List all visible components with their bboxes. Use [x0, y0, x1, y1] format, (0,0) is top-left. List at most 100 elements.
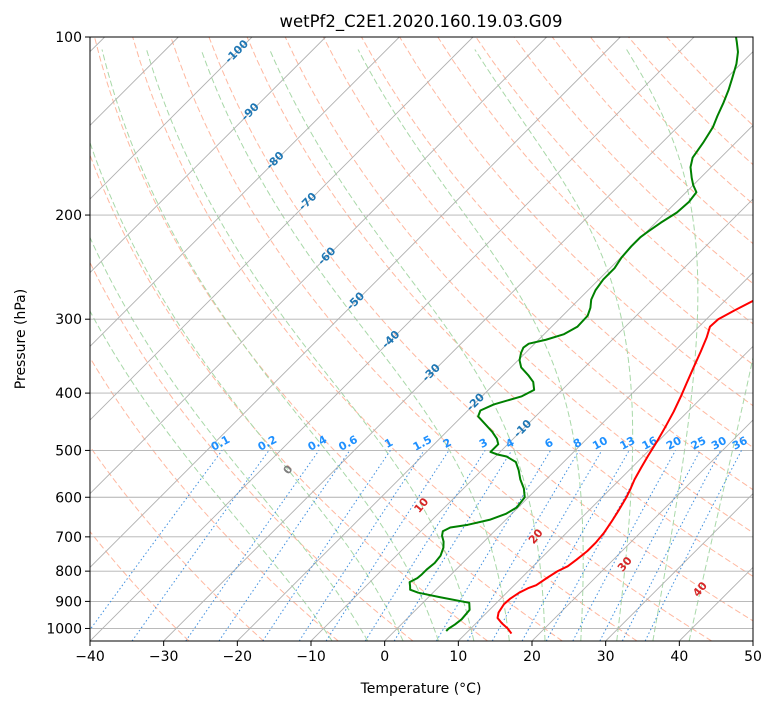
dry-adiabat-label: -80	[263, 149, 286, 172]
x-tick-label: 0	[380, 649, 389, 665]
mixing-ratio-label: 30	[709, 434, 729, 453]
mixing-ratio-line	[325, 450, 450, 641]
y-tick-label: 900	[55, 594, 82, 610]
mixing-ratio-label: 36	[730, 434, 750, 453]
x-tick-label: −10	[296, 649, 326, 665]
dry-adiabat-label: -20	[464, 390, 487, 413]
isotherm-line	[679, 566, 753, 641]
y-tick-label: 600	[55, 490, 82, 506]
isotherm-line	[163, 51, 753, 641]
dewpoint-profile-line	[408, 37, 739, 632]
y-tick-label: 200	[55, 208, 82, 224]
mixing-ratio-line	[218, 450, 351, 641]
mixing-ratio-line	[131, 450, 270, 641]
isotherm-line	[531, 419, 753, 641]
mixing-ratio-line	[572, 450, 676, 641]
dry-adiabat-line	[361, 37, 753, 449]
background-lines	[90, 37, 753, 641]
plot-frame	[89, 36, 754, 642]
dry-adiabat-line	[284, 37, 753, 534]
mixing-ratio-line	[298, 450, 425, 641]
x-tick-label: 10	[449, 649, 467, 665]
y-tick-label: 100	[55, 30, 82, 46]
isotherm-line	[605, 493, 753, 641]
moist-adiabat-label: 0	[281, 463, 296, 477]
isotherm-line	[752, 640, 753, 641]
dry-adiabat-line	[90, 530, 190, 641]
dry-adiabat-line	[437, 37, 753, 366]
dry-adiabat-line	[132, 37, 638, 641]
mixing-ratio-line	[393, 450, 513, 641]
dry-adiabat-line	[170, 37, 713, 641]
isotherm-line	[237, 124, 753, 641]
moist-adiabat-line	[200, 49, 510, 641]
moist-adiabat-line	[90, 141, 404, 641]
dry-adiabat-label: -60	[315, 244, 338, 267]
y-axis-label: Pressure (hPa)	[13, 289, 29, 389]
dry-adiabat-label: -50	[344, 289, 367, 312]
dry-adiabat-line	[90, 445, 264, 641]
dry-adiabat-label: -70	[296, 190, 319, 213]
dry-adiabat-line	[475, 37, 753, 325]
dry-adiabat-line	[94, 37, 563, 641]
dry-adiabat-label: -100	[222, 37, 251, 66]
isotherm-line	[90, 37, 400, 347]
isotherm-line	[90, 37, 326, 274]
moist-adiabat-line	[101, 49, 439, 641]
y-axis: 100 200 300 400 500 600 700 800 900 1000	[46, 30, 90, 637]
moist-adiabat-line	[90, 236, 369, 641]
dry-adiabat-line	[90, 153, 488, 641]
y-tick-label: 500	[55, 443, 82, 459]
moist-adiabat-label: 10	[412, 495, 432, 515]
moist-adiabat-line	[626, 49, 699, 641]
mixing-ratio-label: 25	[689, 434, 709, 453]
dry-adiabat-label: -40	[379, 328, 402, 351]
series-layer	[408, 37, 753, 635]
mixing-ratio-label: 3	[477, 436, 490, 451]
x-tick-label: −30	[149, 649, 179, 665]
mixing-ratio-line	[90, 450, 223, 631]
dry-adiabat-line	[666, 37, 753, 127]
mixing-ratio-line	[521, 450, 630, 641]
isotherm-line	[310, 198, 753, 641]
y-tick-label: 1000	[46, 621, 82, 637]
x-tick-label: 50	[744, 649, 762, 665]
mixing-ratio-line	[644, 450, 742, 641]
isotherm-line	[90, 37, 253, 200]
y-tick-label: 700	[55, 530, 82, 546]
dry-adiabat-line	[90, 356, 339, 641]
x-tick-label: 40	[670, 649, 688, 665]
dry-adiabat-line	[589, 37, 753, 205]
mixing-ratio-label: 13	[618, 434, 638, 453]
x-tick-label: −40	[75, 649, 105, 665]
x-axis-label: Temperature (°C)	[360, 681, 482, 697]
moist-adiabat-label: 20	[526, 526, 546, 546]
dry-adiabat-label: -10	[511, 417, 534, 440]
moist-adiabat-line	[146, 49, 475, 641]
x-tick-label: 20	[523, 649, 541, 665]
mixing-ratio-label: 6	[543, 436, 556, 451]
mixing-ratio-line	[185, 450, 320, 641]
mixing-ratio-label: 2	[441, 436, 454, 451]
moist-adiabat-line	[688, 355, 753, 641]
dry-adiabat-line	[208, 37, 753, 622]
y-tick-label: 400	[55, 386, 82, 402]
dry-adiabat-line	[551, 37, 753, 245]
isotherm-line	[90, 37, 547, 495]
isotherm-line	[90, 37, 474, 421]
mixing-ratio-line	[545, 450, 652, 641]
dry-adiabat-line	[90, 261, 414, 641]
mixing-ratio-label: 16	[640, 434, 660, 453]
y-tick-label: 300	[55, 312, 82, 328]
dry-adiabat-line	[513, 37, 753, 285]
x-axis: −40 −30 −20 −10 0 10 20 30 40 50	[75, 641, 762, 665]
mixing-ratio-line	[262, 450, 391, 641]
x-tick-label: −20	[223, 649, 253, 665]
x-tick-label: 30	[597, 649, 615, 665]
isotherm-line	[90, 37, 621, 568]
dry-adiabat-line	[399, 37, 753, 407]
isotherm-line	[384, 272, 753, 641]
chart-title: wetPf2_C2E1.2020.160.19.03.G09	[279, 12, 562, 32]
mixing-ratio-line	[599, 450, 701, 641]
